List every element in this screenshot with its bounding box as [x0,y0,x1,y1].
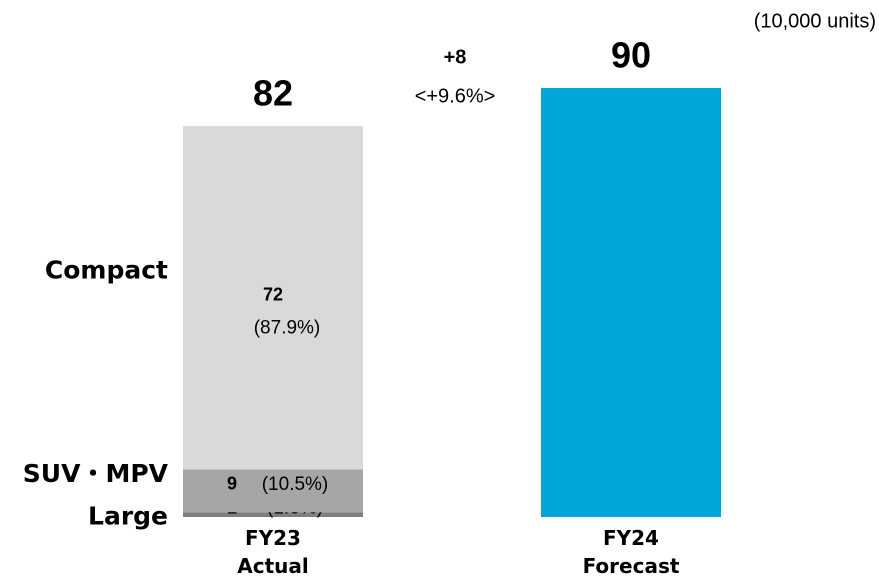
bar-segment [183,126,363,470]
bar-segment [183,469,363,513]
unit-label: (10,000 units) [754,10,876,32]
category-label: FY23 Actual [237,526,308,578]
change-label: +8 [444,46,467,68]
series-label: Large [88,502,168,531]
bar-segment [541,88,721,517]
total-label: 82 [253,73,293,114]
series-label: SUV・MPV [23,459,169,488]
share-label: (87.9%) [254,318,321,339]
value-label: 9 [227,474,237,494]
change-pct-label: <+9.6%> [415,85,496,107]
share-label: (10.5%) [262,474,329,495]
bar-segment [183,512,363,517]
total-label: 90 [611,35,651,76]
category-label: FY24 Forecast [583,526,680,578]
value-label: 72 [263,284,283,304]
series-label: Compact [45,256,168,285]
